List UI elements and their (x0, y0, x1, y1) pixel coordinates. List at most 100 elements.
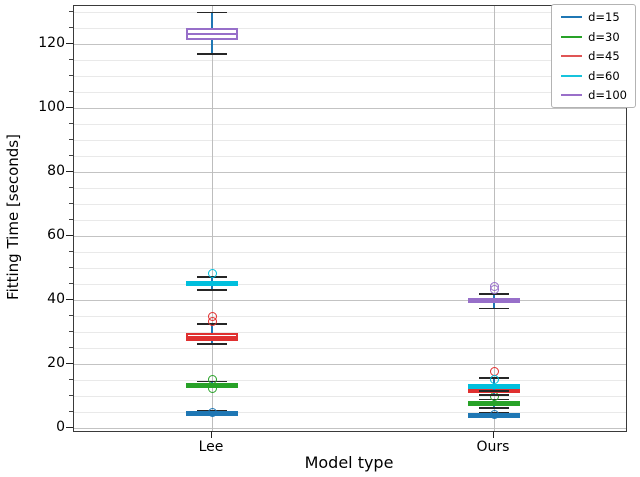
outlier-point (207, 407, 217, 417)
major-gridline (74, 172, 626, 173)
y-tick-mark (66, 427, 73, 429)
minor-gridline (74, 396, 626, 397)
minor-gridline (74, 12, 626, 13)
legend: d=15 d=30 d=45 d=60 d=100 (551, 4, 636, 108)
y-minor-tick-mark (69, 251, 73, 252)
legend-label: d=60 (588, 68, 620, 83)
y-tick-label: 60 (47, 227, 65, 243)
y-tick-mark (66, 235, 73, 237)
median-line (468, 299, 520, 302)
outlier-point (207, 268, 217, 278)
whisker-cap (197, 342, 227, 345)
median-line (186, 282, 238, 285)
x-tick-mark (211, 431, 213, 438)
major-gridline (74, 236, 626, 237)
whisker-cap (479, 406, 509, 409)
whisker-cap (479, 390, 509, 392)
minor-gridline (74, 188, 626, 189)
minor-gridline (74, 220, 626, 221)
legend-item: d=100 (561, 89, 627, 101)
minor-gridline (74, 332, 626, 333)
y-tick-label: 20 (47, 355, 65, 371)
outlier-point (207, 383, 217, 393)
minor-gridline (74, 380, 626, 381)
y-tick-label: 40 (47, 291, 65, 307)
y-minor-tick-mark (69, 219, 73, 220)
major-gridline (74, 364, 626, 365)
median-line (468, 402, 520, 405)
whisker-cap (197, 53, 227, 55)
y-axis-label: Fitting Time [seconds] (4, 134, 22, 300)
minor-gridline (74, 76, 626, 77)
y-tick-mark (66, 171, 73, 173)
x-tick-label: Ours (476, 439, 510, 455)
major-gridline (74, 44, 626, 45)
median-line (186, 32, 238, 36)
legend-item: d=60 (561, 70, 627, 82)
y-minor-tick-mark (69, 155, 73, 156)
y-minor-tick-mark (69, 267, 73, 268)
y-minor-tick-mark (69, 411, 73, 412)
y-tick-mark (66, 107, 73, 109)
legend-label: d=30 (588, 29, 620, 44)
major-gridline (74, 428, 626, 429)
category-gridline (212, 6, 213, 431)
y-tick-label: 120 (38, 35, 65, 51)
whisker-cap (197, 11, 227, 14)
y-tick-mark (66, 299, 73, 301)
minor-gridline (74, 60, 626, 61)
plot-area (73, 5, 627, 432)
x-axis-label: Model type (304, 453, 394, 472)
legend-label: d=45 (588, 49, 620, 63)
legend-line-swatch (561, 74, 583, 77)
outlier-point (207, 311, 217, 321)
minor-gridline (74, 252, 626, 253)
y-tick-label: 100 (38, 99, 65, 115)
whisker-cap (197, 289, 227, 291)
minor-gridline (74, 92, 626, 93)
median-line (468, 384, 520, 388)
y-minor-tick-mark (69, 187, 73, 188)
major-gridline (74, 108, 626, 109)
x-tick-label: Lee (198, 439, 224, 455)
minor-gridline (74, 204, 626, 205)
minor-gridline (74, 284, 626, 285)
legend-item: d=45 (561, 50, 627, 62)
minor-gridline (74, 412, 626, 413)
x-tick-mark (493, 431, 495, 438)
minor-gridline (74, 268, 626, 269)
category-gridline (494, 6, 495, 431)
y-minor-tick-mark (69, 203, 73, 204)
y-minor-tick-mark (69, 395, 73, 396)
y-tick-label: 0 (56, 419, 65, 435)
minor-gridline (74, 140, 626, 141)
median-line (186, 336, 238, 339)
outlier-point (489, 281, 499, 291)
y-minor-tick-mark (69, 347, 73, 348)
minor-gridline (74, 348, 626, 349)
y-minor-tick-mark (69, 27, 73, 28)
y-minor-tick-mark (69, 315, 73, 316)
whisker-cap (479, 393, 509, 396)
minor-gridline (74, 124, 626, 125)
y-minor-tick-mark (69, 75, 73, 76)
y-tick-mark (66, 363, 73, 365)
y-minor-tick-mark (69, 331, 73, 332)
legend-label: d=15 (588, 10, 620, 24)
legend-line-swatch (561, 55, 583, 57)
whisker-cap (479, 307, 509, 310)
legend-label: d=100 (588, 88, 627, 102)
outlier-point (489, 410, 499, 420)
legend-line-swatch (561, 35, 583, 38)
y-minor-tick-mark (69, 123, 73, 124)
minor-gridline (74, 156, 626, 157)
outlier-point (207, 374, 217, 384)
legend-line-swatch (561, 94, 583, 96)
outlier-point (489, 374, 499, 384)
minor-gridline (74, 28, 626, 29)
y-tick-mark (66, 43, 73, 45)
major-gridline (74, 300, 626, 301)
y-minor-tick-mark (69, 59, 73, 60)
legend-line-swatch (561, 16, 583, 18)
